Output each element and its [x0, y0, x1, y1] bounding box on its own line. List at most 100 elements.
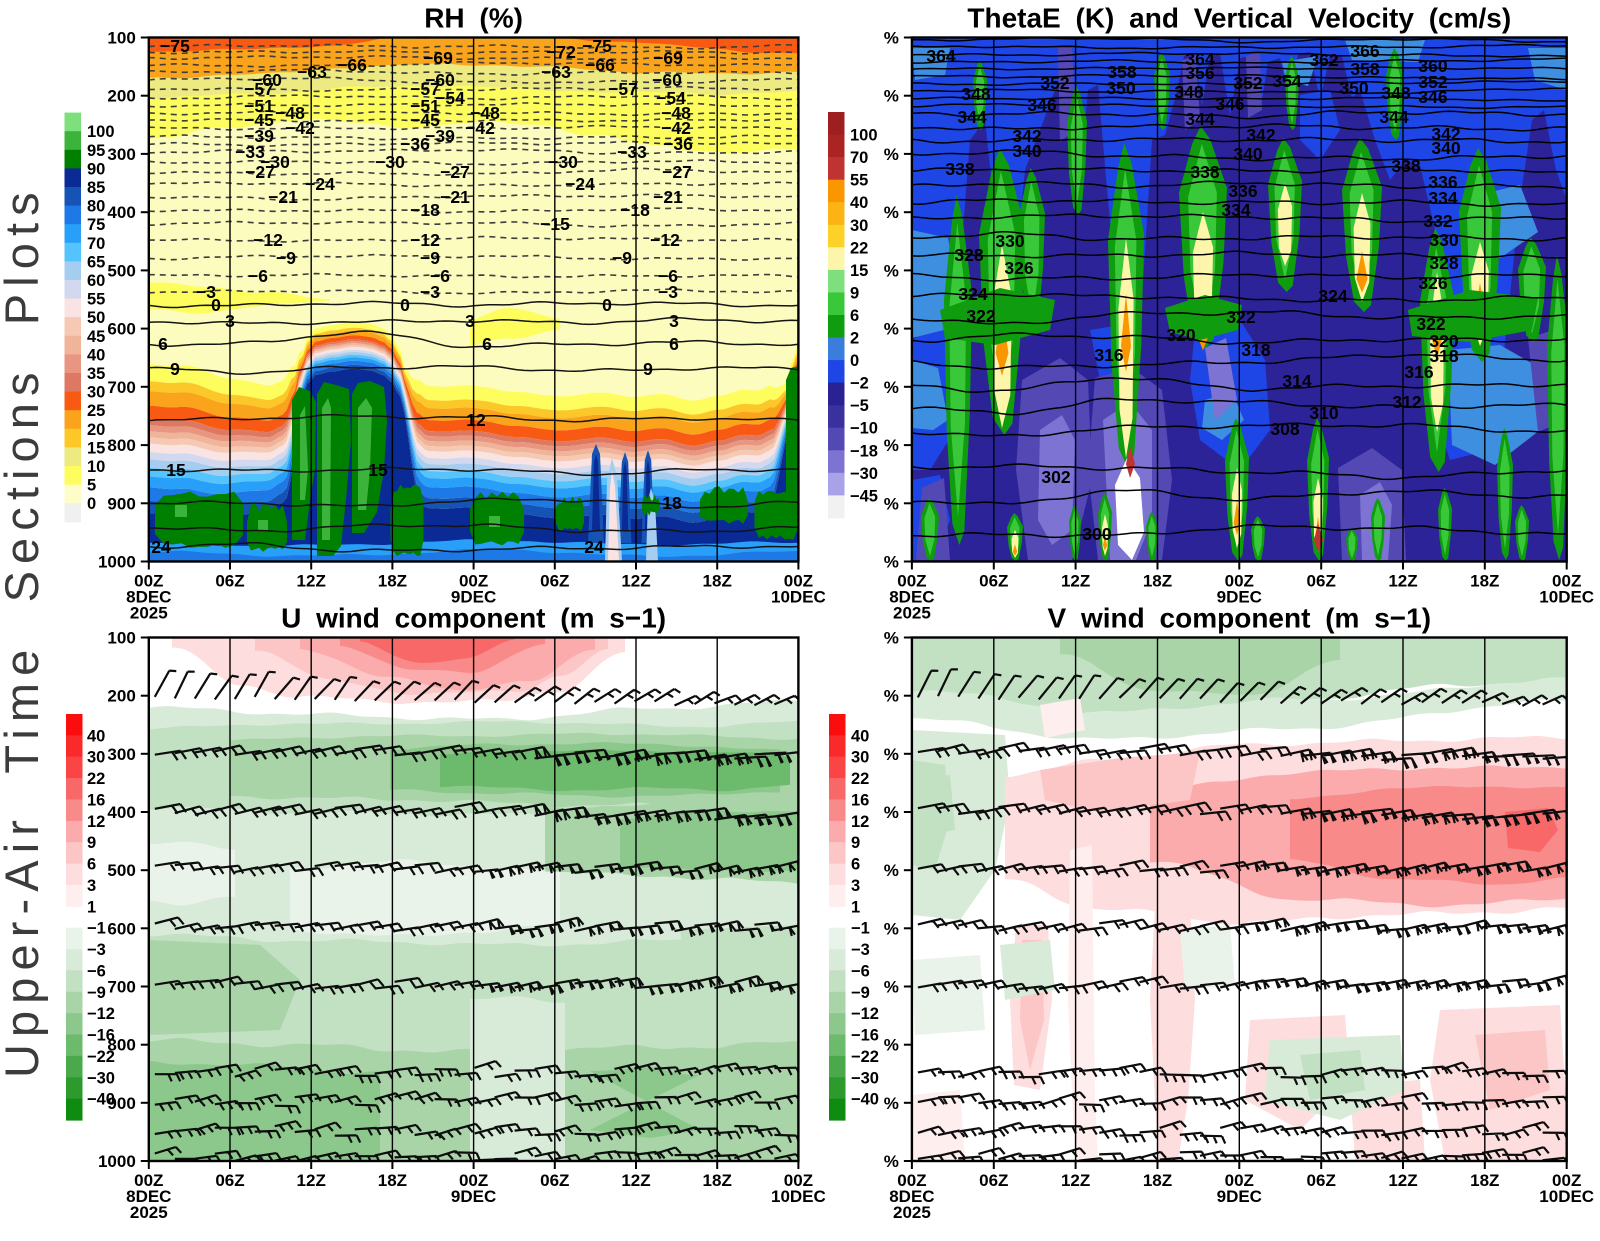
svg-text:−18: −18: [850, 442, 878, 460]
svg-text:100: 100: [850, 127, 878, 145]
svg-text:1000: 1000: [98, 1152, 136, 1171]
svg-text:−12: −12: [851, 1005, 879, 1023]
svg-text:24: 24: [151, 537, 171, 557]
svg-text:600: 600: [107, 919, 135, 938]
svg-text:−22: −22: [851, 1048, 879, 1066]
svg-text:00Z: 00Z: [784, 1171, 813, 1190]
svg-text:−3: −3: [87, 941, 106, 959]
svg-text:−24: −24: [565, 174, 595, 194]
svg-text:0: 0: [211, 295, 221, 315]
svg-text:−9: −9: [276, 248, 296, 268]
svg-text:18Z: 18Z: [703, 572, 732, 591]
svg-text:%: %: [884, 1036, 899, 1055]
svg-text:−16: −16: [851, 1027, 879, 1045]
svg-text:−9: −9: [420, 248, 440, 268]
svg-text:−9: −9: [87, 984, 106, 1002]
svg-text:24: 24: [584, 537, 604, 557]
svg-text:−51: −51: [410, 96, 440, 116]
svg-text:30: 30: [850, 217, 868, 235]
svg-text:9: 9: [851, 834, 860, 852]
svg-text:%: %: [884, 1152, 899, 1171]
svg-text:344: 344: [1185, 109, 1214, 129]
svg-text:0: 0: [602, 295, 612, 315]
svg-text:−6: −6: [658, 266, 678, 286]
svg-text:00Z: 00Z: [459, 1171, 488, 1190]
svg-text:−60: −60: [252, 70, 282, 90]
svg-text:15: 15: [368, 460, 388, 480]
svg-text:342: 342: [1012, 126, 1041, 146]
svg-text:10DEC: 10DEC: [771, 588, 826, 607]
svg-text:364: 364: [926, 46, 955, 66]
svg-text:−24: −24: [305, 174, 335, 194]
svg-text:12: 12: [851, 813, 869, 831]
svg-text:−12: −12: [650, 230, 680, 250]
svg-text:%: %: [884, 745, 899, 764]
svg-text:−54: −54: [656, 88, 686, 108]
svg-text:30: 30: [87, 384, 105, 402]
svg-text:360: 360: [1418, 56, 1447, 76]
svg-text:−21: −21: [440, 187, 470, 207]
svg-text:330: 330: [1429, 230, 1458, 250]
svg-text:−45: −45: [850, 487, 878, 505]
svg-text:−18: −18: [620, 200, 650, 220]
svg-text:400: 400: [107, 203, 135, 222]
svg-text:20: 20: [87, 421, 105, 439]
svg-text:−12: −12: [253, 230, 283, 250]
svg-text:−40: −40: [87, 1091, 115, 1109]
svg-text:40: 40: [850, 194, 868, 212]
svg-text:316: 316: [1404, 362, 1433, 382]
svg-text:322: 322: [966, 306, 995, 326]
svg-text:2025: 2025: [893, 604, 931, 623]
svg-text:%: %: [884, 29, 899, 48]
svg-text:344: 344: [1379, 107, 1408, 127]
svg-text:90: 90: [87, 160, 105, 178]
svg-text:V wind component (m s−1): V wind component (m s−1): [1048, 603, 1431, 634]
svg-text:00Z: 00Z: [897, 572, 926, 591]
svg-text:500: 500: [107, 861, 135, 880]
svg-text:318: 318: [1241, 340, 1270, 360]
svg-text:8DEC: 8DEC: [126, 1187, 171, 1206]
svg-text:12Z: 12Z: [1388, 1171, 1417, 1190]
svg-text:500: 500: [107, 261, 135, 280]
svg-text:18Z: 18Z: [1143, 572, 1172, 591]
svg-text:342: 342: [1431, 124, 1460, 144]
svg-text:322: 322: [1416, 314, 1445, 334]
svg-text:ThetaE (K) and Vertical Veloci: ThetaE (K) and Vertical Velocity (cm/s): [967, 3, 1511, 34]
svg-text:338: 338: [945, 159, 974, 179]
svg-text:Upper-Air Time Sections Plots: Upper-Air Time Sections Plots: [0, 185, 48, 1078]
svg-text:06Z: 06Z: [979, 572, 1008, 591]
svg-text:−3: −3: [420, 282, 440, 302]
svg-text:%: %: [884, 687, 899, 706]
svg-text:%: %: [884, 87, 899, 106]
svg-text:15: 15: [166, 460, 186, 480]
svg-text:−75: −75: [160, 36, 190, 56]
svg-text:0: 0: [400, 295, 410, 315]
svg-text:95: 95: [87, 142, 105, 160]
svg-text:−3: −3: [851, 941, 870, 959]
svg-text:200: 200: [107, 687, 135, 706]
svg-text:2025: 2025: [130, 1203, 168, 1222]
svg-text:−1: −1: [851, 920, 870, 938]
svg-text:9DEC: 9DEC: [451, 1187, 496, 1206]
svg-text:−42: −42: [285, 118, 315, 138]
svg-text:22: 22: [851, 770, 869, 788]
svg-text:358: 358: [1107, 62, 1136, 82]
svg-text:−16: −16: [87, 1027, 115, 1045]
svg-text:320: 320: [1429, 331, 1458, 351]
svg-text:−48: −48: [661, 103, 691, 123]
svg-text:00Z: 00Z: [134, 1171, 163, 1190]
svg-text:06Z: 06Z: [215, 1171, 244, 1190]
svg-text:85: 85: [87, 179, 105, 197]
svg-text:800: 800: [107, 1036, 135, 1055]
svg-text:−22: −22: [87, 1048, 115, 1066]
svg-text:−60: −60: [652, 70, 682, 90]
svg-text:%: %: [884, 861, 899, 880]
svg-text:12Z: 12Z: [621, 1171, 650, 1190]
svg-text:%: %: [884, 320, 899, 339]
svg-text:−69: −69: [423, 48, 453, 68]
svg-text:−36: −36: [400, 134, 430, 154]
svg-text:3: 3: [669, 311, 679, 331]
svg-text:8DEC: 8DEC: [889, 588, 934, 607]
svg-text:%: %: [884, 629, 899, 648]
svg-text:366: 366: [1350, 41, 1379, 61]
